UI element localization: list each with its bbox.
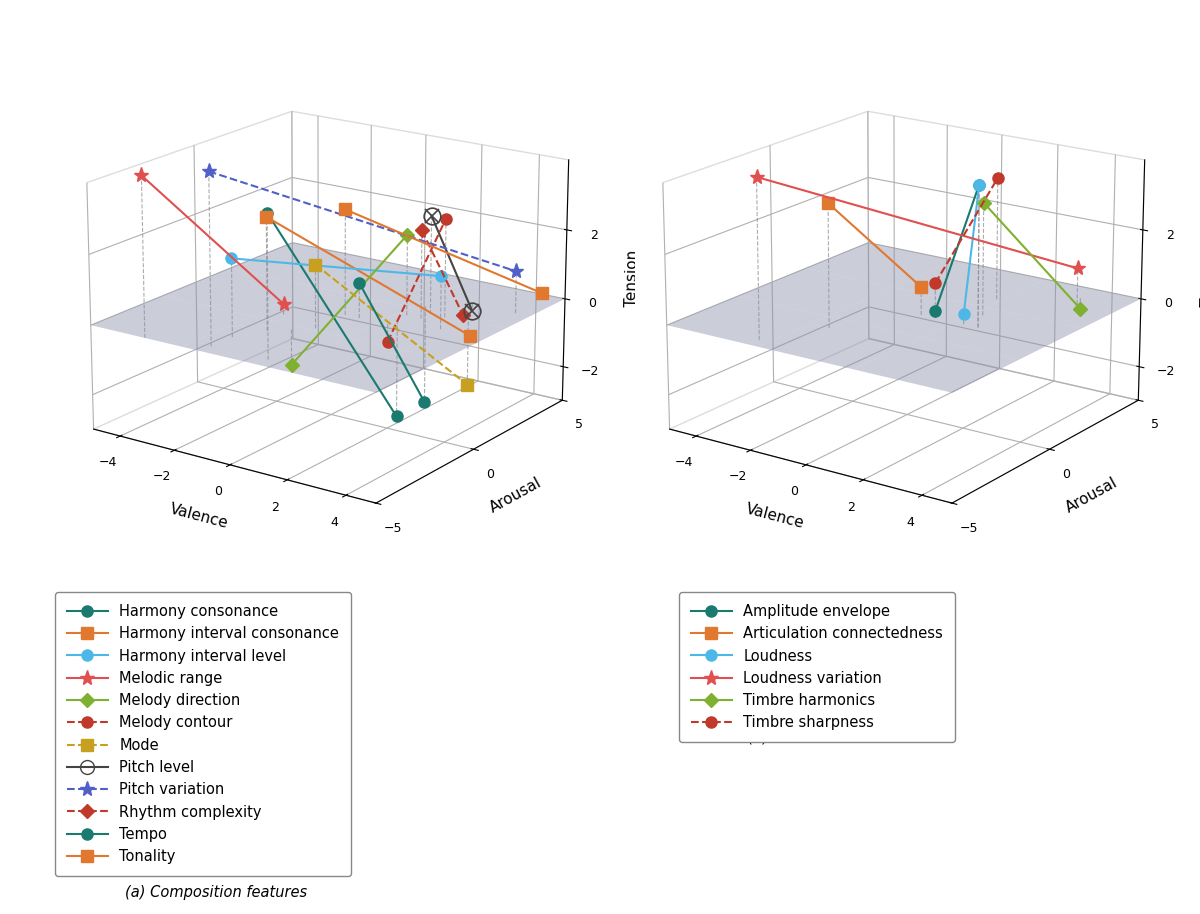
Y-axis label: Arousal: Arousal [487,475,545,515]
Y-axis label: Arousal: Arousal [1063,475,1121,515]
X-axis label: Valence: Valence [744,502,806,532]
Text: (b) Performance features: (b) Performance features [748,730,932,745]
Text: (a) Composition features: (a) Composition features [125,886,307,900]
X-axis label: Valence: Valence [168,502,230,532]
Legend: Harmony consonance, Harmony interval consonance, Harmony interval level, Melodic: Harmony consonance, Harmony interval con… [55,592,350,876]
Legend: Amplitude envelope, Articulation connectedness, Loudness, Loudness variation, Ti: Amplitude envelope, Articulation connect… [679,592,955,742]
